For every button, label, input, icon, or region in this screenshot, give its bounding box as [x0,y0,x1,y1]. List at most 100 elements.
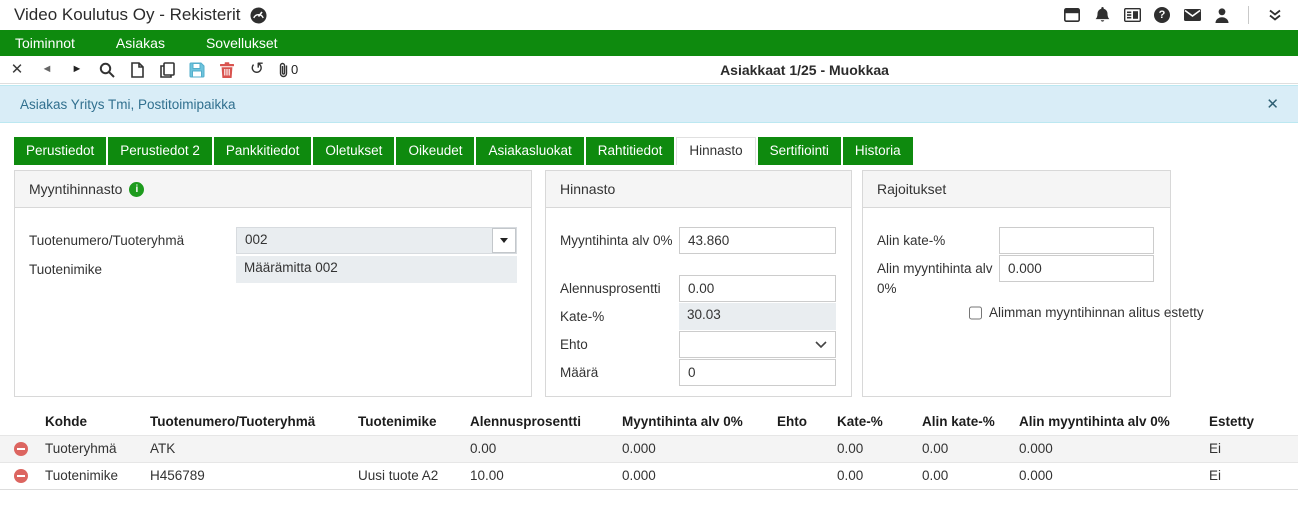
tab-oletukset[interactable]: Oletukset [313,137,395,165]
ehto-label: Ehto [560,337,588,352]
cell-kate: 0.00 [837,468,864,483]
panel-hinnasto-title: Hinnasto [560,181,616,197]
col-myyntihinta: Myyntihinta alv 0% [622,414,743,430]
tab-oikeudet[interactable]: Oikeudet [396,137,475,165]
chevron-down-icon [815,341,827,348]
col-ehto: Ehto [777,414,807,430]
next-record-icon[interactable]: ► [71,63,83,75]
attachment-icon[interactable]: 0 [279,61,298,79]
kate-field: 30.03 [679,303,836,330]
cell-alin-myyntihinta: 0.000 [1019,468,1053,483]
col-kate: Kate-% [837,414,883,430]
cell-estetty: Ei [1209,468,1222,483]
cell-kohde: Tuotenimike [45,468,119,483]
remove-row-icon[interactable] [13,442,28,457]
panel-myyntihinnasto-title: Myyntihinnasto [29,181,123,197]
caret-down-icon [500,238,508,243]
col-alennusprosentti: Alennusprosentti [470,414,582,430]
tuotenumero-label: Tuotenumero/Tuoteryhmä [29,233,185,248]
title-bar: Video Koulutus Oy - Rekisterit ? [0,0,1298,30]
cell-alennusprosentti: 10.00 [470,468,504,483]
help-icon[interactable]: ? [1153,6,1171,24]
col-alin-kate: Alin kate-% [922,414,995,430]
tuotenimike-label: Tuotenimike [29,262,103,277]
alin-myyntihinta-input[interactable] [999,255,1154,282]
record-toolbar: ✕ ◄ ► ↺ 0 Asiakkaat 1/25 - Muokkaa [0,56,1298,84]
copy-icon[interactable] [159,61,175,79]
prev-record-icon[interactable]: ◄ [41,63,53,75]
tab-pankkitiedot[interactable]: Pankkitiedot [213,137,312,165]
myyntihinta-label: Myyntihinta alv 0% [560,233,673,248]
cell-ehto [777,462,837,489]
combo-dropdown-button[interactable] [492,228,516,253]
cell-tuotenimike: Uusi tuote A2 [358,468,439,483]
tuotenumero-combobox[interactable]: 002 [236,227,517,254]
close-icon[interactable]: ✕ [10,61,24,78]
cell-tuotenumero: H456789 [150,468,205,483]
maara-input[interactable] [679,359,836,386]
remove-row-icon[interactable] [13,469,28,484]
search-icon[interactable] [99,61,115,79]
panel-hinnasto: Hinnasto Myyntihinta alv 0% Alennusprose… [545,170,852,397]
panel-rajoitukset-header: Rajoitukset [863,171,1170,208]
menu-bar: Toiminnot Asiakas Sovellukset [0,30,1298,56]
tab-hinnasto[interactable]: Hinnasto [676,137,756,165]
cell-alin-myyntihinta: 0.000 [1019,441,1053,456]
kate-label: Kate-% [560,309,605,324]
new-record-icon[interactable] [129,61,145,79]
mail-icon[interactable] [1183,6,1201,24]
tuotenimike-field: Määrämitta 002 [236,256,517,283]
tab-sertifiointi[interactable]: Sertifiointi [757,137,841,165]
info-alert: Asiakas Yritys Tmi, Postitoimipaikka ✕ [0,85,1298,123]
cell-estetty: Ei [1209,441,1222,456]
window-icon[interactable] [1063,6,1081,24]
tab-rahtitiedot[interactable]: Rahtitiedot [585,137,675,165]
myyntihinta-input[interactable] [679,227,836,254]
tab-perustiedot[interactable]: Perustiedot [14,137,107,165]
cell-kohde: Tuoteryhmä [45,441,117,456]
panel-rajoitukset-title: Rajoitukset [877,181,947,197]
undo-icon[interactable]: ↺ [249,59,265,79]
tab-historia[interactable]: Historia [842,137,913,165]
cell-tuotenimike [358,435,470,462]
alimman-alitus-checkbox[interactable] [969,305,982,320]
cell-kate: 0.00 [837,441,864,456]
menu-toiminnot[interactable]: Toiminnot [15,35,75,51]
card-icon[interactable] [1123,6,1141,24]
alin-kate-label: Alin kate-% [877,233,946,248]
table-row[interactable]: Tuoteryhmä ATK 0.00 0.000 0.00 0.00 0.00… [0,435,1298,462]
table-header-row: Kohde Tuotenumero/Tuoteryhmä Tuotenimike… [0,409,1298,435]
collapse-icon[interactable] [1266,6,1284,24]
col-estetty: Estetty [1209,414,1255,430]
record-title: Asiakkaat 1/25 - Muokkaa [720,61,889,78]
save-icon[interactable] [189,61,205,79]
alennusprosentti-label: Alennusprosentti [560,281,661,296]
alennusprosentti-input[interactable] [679,275,836,302]
alert-close-icon[interactable]: ✕ [1266,96,1279,113]
user-icon[interactable] [1213,6,1231,24]
col-tuotenimike: Tuotenimike [358,414,437,430]
cell-alin-kate: 0.00 [922,468,949,483]
col-delete [0,409,45,435]
delete-icon[interactable] [219,61,235,79]
bell-icon[interactable] [1093,6,1111,24]
menu-sovellukset[interactable]: Sovellukset [205,35,278,51]
info-icon[interactable]: i [129,181,145,197]
cell-myyntihinta: 0.000 [622,468,656,483]
tuotenumero-value: 002 [245,232,268,247]
tab-bar: Perustiedot Perustiedot 2 Pankkitiedot O… [14,137,1298,165]
menu-asiakas[interactable]: Asiakas [115,35,165,51]
col-kohde: Kohde [45,414,87,430]
ehto-select[interactable] [679,331,836,358]
table-row[interactable]: Tuotenimike H456789 Uusi tuote A2 10.00 … [0,462,1298,489]
attachment-count: 0 [291,62,299,77]
pricing-table: Kohde Tuotenumero/Tuoteryhmä Tuotenimike… [0,409,1298,490]
tab-asiakasluokat[interactable]: Asiakasluokat [476,137,584,165]
col-alin-myyntihinta: Alin myyntihinta alv 0% [1019,414,1170,430]
alin-kate-input[interactable] [999,227,1154,254]
maara-label: Määrä [560,365,599,380]
tab-perustiedot-2[interactable]: Perustiedot 2 [108,137,212,165]
panel-hinnasto-header: Hinnasto [546,171,851,208]
gauge-icon [249,6,267,24]
panel-myyntihinnasto: Myyntihinnasto i Tuotenumero/Tuoteryhmä … [14,170,532,397]
